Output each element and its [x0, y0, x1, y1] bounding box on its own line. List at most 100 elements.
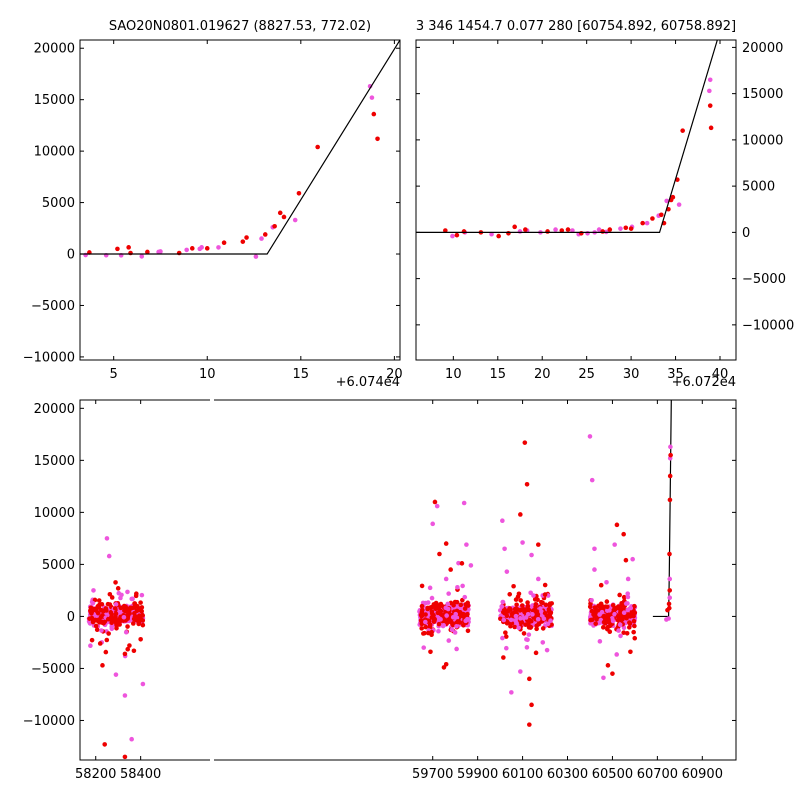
cluster-point-spread	[90, 600, 96, 606]
cluster-point-red	[526, 620, 531, 626]
data-point-magenta	[585, 230, 590, 236]
cluster-point-red	[631, 613, 636, 619]
axes-frame-top-right	[415, 39, 737, 361]
cluster-point-spread	[434, 601, 439, 607]
cluster-point-spread	[521, 607, 527, 612]
cluster-point-red	[423, 624, 429, 630]
outlier-point-red	[97, 641, 103, 646]
data-point-red	[221, 240, 227, 245]
cluster-point-spread	[423, 619, 428, 625]
x-tick-label: 15	[490, 367, 507, 382]
x-tick-label: 25	[578, 367, 595, 382]
cluster-point-red	[461, 622, 466, 628]
data-point-red	[126, 245, 131, 250]
cluster-point-red	[94, 618, 99, 623]
outlier-point-magenta	[104, 536, 110, 541]
cluster-point-spread	[616, 628, 621, 633]
cluster-point-spread	[104, 637, 110, 643]
data-point-magenta	[707, 88, 712, 94]
late-point-red	[668, 452, 673, 458]
outlier-point-red	[432, 499, 438, 505]
cluster-point-spread	[628, 605, 634, 611]
cluster-point-red	[549, 622, 554, 627]
data-point-magenta	[184, 247, 189, 253]
x-offset-top-left: +6.074e4	[336, 375, 400, 390]
cluster-point-spread	[627, 620, 632, 625]
data-point-red	[707, 103, 713, 108]
cluster-point-red	[114, 625, 119, 631]
outlier-point-magenta	[504, 569, 510, 574]
cluster-point-red	[419, 621, 425, 626]
cluster-point-spread	[545, 621, 551, 627]
cluster-point-spread	[452, 630, 458, 635]
cluster-point-spread	[526, 632, 532, 637]
axis-break-top	[210, 396, 214, 404]
data-point-magenta	[596, 227, 602, 232]
cluster-point-spread	[454, 646, 459, 652]
cluster-point-spread	[612, 605, 617, 611]
cluster-point-red	[604, 599, 610, 604]
cluster-point-spread	[600, 604, 606, 609]
data-point-red	[240, 239, 246, 244]
cluster-point-spread	[455, 619, 461, 624]
cluster-point-red	[136, 619, 142, 625]
data-point-red	[461, 229, 467, 234]
data-point-magenta	[450, 233, 455, 239]
cluster-point-red	[627, 625, 632, 630]
x-tick-label: 40	[712, 367, 729, 382]
data-point-red	[512, 224, 517, 230]
cluster-point-spread	[454, 623, 459, 629]
cluster-point-spread	[446, 638, 452, 643]
cluster-point-red	[96, 598, 102, 603]
cluster-point-red	[547, 602, 552, 608]
cluster-point-spread	[624, 601, 629, 606]
outlier-point-magenta	[461, 500, 467, 506]
cluster-point-red	[109, 620, 114, 626]
cluster-point-spread	[604, 604, 610, 610]
cluster-point-red	[536, 621, 542, 627]
data-point-red	[272, 223, 277, 229]
late-point-red	[667, 551, 672, 557]
cluster-point-red	[465, 600, 471, 606]
cluster-point-spread	[542, 582, 548, 588]
cluster-point-spread	[589, 597, 594, 603]
outlier-point-red	[443, 541, 449, 546]
outlier-point-red	[527, 676, 532, 682]
cluster-point-spread	[607, 623, 613, 629]
data-point-red	[559, 228, 565, 233]
outlier-point-red	[536, 542, 541, 547]
outlier-point-magenta	[122, 693, 128, 698]
cluster-point-spread	[504, 645, 509, 651]
data-point-red	[506, 230, 511, 236]
outlier-point-magenta	[520, 540, 525, 545]
cluster-point-red	[460, 611, 466, 617]
cluster-point-red	[501, 609, 506, 615]
cluster-point-spread	[508, 617, 514, 623]
cluster-point-spread	[538, 606, 543, 611]
cluster-point-spread	[458, 602, 464, 608]
data-point-red	[454, 232, 460, 238]
fit-line-top-left	[80, 40, 400, 255]
cluster-point-spread	[619, 603, 624, 608]
outlier-point-magenta	[140, 681, 146, 687]
cluster-point-spread	[92, 606, 98, 612]
cluster-point-spread	[632, 635, 638, 641]
cluster-point-spread	[501, 617, 507, 623]
cluster-point-spread	[454, 615, 460, 621]
outlier-point-red	[127, 643, 132, 648]
panel-top-left: SAO20N0801.019627 (8827.53, 772.02) +6.0…	[23, 19, 403, 390]
cluster-point-spread	[419, 583, 425, 589]
axis-break-bottom	[210, 756, 214, 764]
cluster-point-spread	[605, 608, 610, 613]
cluster-point-spread	[618, 633, 623, 639]
outlier-point-red	[428, 649, 433, 655]
cluster-point-spread	[542, 610, 548, 616]
data-point-red	[145, 249, 150, 255]
outlier-point-magenta	[592, 567, 597, 572]
x-offset-top-right: +6.072e4	[672, 375, 736, 390]
y-tick-label: 10000	[742, 133, 783, 148]
outlier-point-red	[621, 531, 626, 537]
data-point-red	[523, 227, 528, 232]
cluster-point-spread	[125, 589, 130, 595]
cluster-point-spread	[544, 647, 550, 653]
